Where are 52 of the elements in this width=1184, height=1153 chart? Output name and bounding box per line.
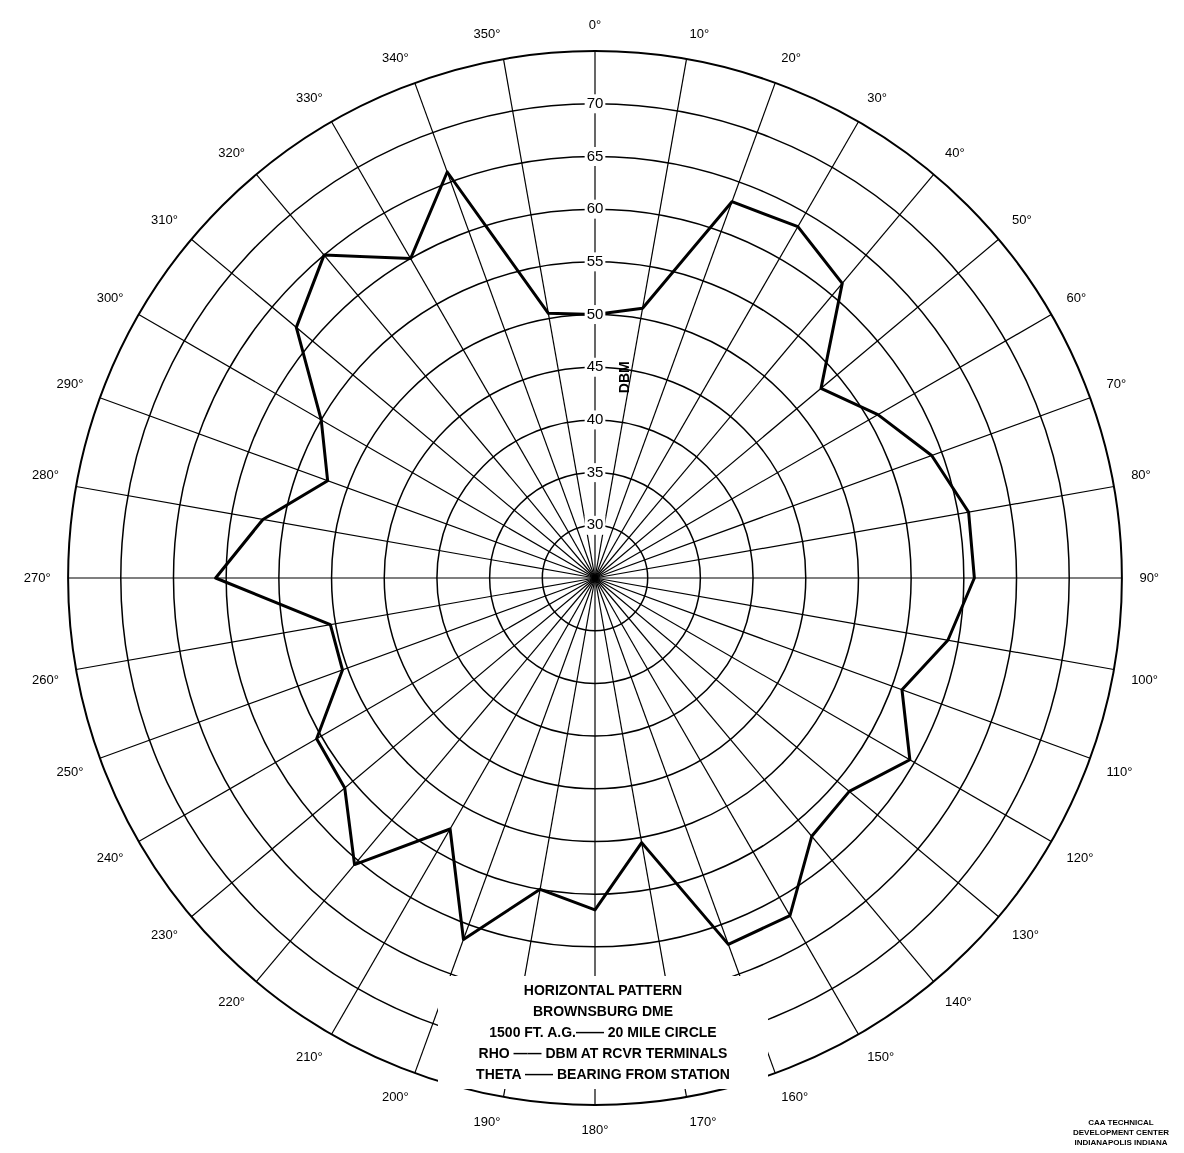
- y-tick-label: 40: [586, 410, 604, 428]
- spoke-label: 310°: [151, 211, 178, 227]
- y-tick-label: 35: [586, 462, 604, 480]
- y-tick-label: 45: [586, 357, 604, 375]
- spoke-label: 120°: [1066, 849, 1094, 865]
- text: CAA TECHNICAL DEVELOPMENT CENTER INDIANAPOLIS INDIANA: [1072, 1118, 1170, 1148]
- spoke-label: 40°: [944, 144, 965, 160]
- spoke-label: 100°: [1131, 671, 1159, 687]
- y-tick-label: 60: [586, 199, 604, 217]
- text: THETA —— BEARING FROM STATION: [475, 1065, 731, 1084]
- spoke-label: 10°: [689, 25, 710, 41]
- spoke-label: 320°: [218, 144, 246, 160]
- spoke-label: 20°: [781, 50, 801, 66]
- y-tick-label: 70: [586, 93, 604, 111]
- spoke-label: 50°: [1012, 211, 1032, 227]
- text: HORIZONTAL PATTERN: [522, 981, 684, 1000]
- spoke-label: 350°: [473, 25, 501, 41]
- spoke-label: 330°: [295, 90, 323, 106]
- spoke-label: 240°: [96, 849, 124, 865]
- spoke-label: 300°: [96, 289, 124, 305]
- spoke-label: 160°: [781, 1088, 809, 1104]
- spoke-label: 60°: [1066, 289, 1087, 305]
- spoke-label: 70°: [1106, 375, 1127, 391]
- spoke-label: 260°: [31, 671, 59, 687]
- spoke-label: 140°: [944, 994, 972, 1010]
- spoke-label: 0°: [588, 17, 602, 33]
- spoke-label: 230°: [151, 927, 178, 943]
- y-tick-label: 30: [586, 515, 604, 533]
- spoke-label: 180°: [581, 1121, 609, 1137]
- spoke-label: 340°: [381, 50, 409, 66]
- spoke-label: 280°: [31, 467, 59, 483]
- spoke-label: 90°: [1139, 569, 1160, 585]
- spoke-label: 270°: [23, 569, 51, 585]
- text: DBM: [615, 361, 632, 394]
- text: BROWNSBURG DME: [532, 1002, 674, 1021]
- spoke-label: 80°: [1131, 467, 1151, 483]
- spoke-label: 290°: [56, 375, 84, 391]
- spoke-label: 190°: [473, 1113, 501, 1129]
- spoke-label: 130°: [1012, 927, 1039, 943]
- spoke-label: 250°: [56, 763, 84, 779]
- y-tick-label: 50: [586, 304, 604, 322]
- text: RHO —— DBM AT RCVR TERMINALS: [477, 1044, 729, 1063]
- spoke-label: 110°: [1106, 763, 1133, 779]
- spoke-label: 200°: [381, 1088, 409, 1104]
- spoke-label: 220°: [218, 994, 246, 1010]
- spoke-label: 30°: [867, 90, 887, 106]
- y-tick-label: 65: [586, 146, 604, 164]
- spoke-label: 150°: [867, 1048, 895, 1064]
- text: 1500 FT. A.G.—— 20 MILE CIRCLE: [488, 1023, 718, 1042]
- y-tick-label: 55: [586, 252, 604, 269]
- spoke-label: 210°: [295, 1048, 323, 1064]
- spoke-label: 170°: [689, 1113, 717, 1129]
